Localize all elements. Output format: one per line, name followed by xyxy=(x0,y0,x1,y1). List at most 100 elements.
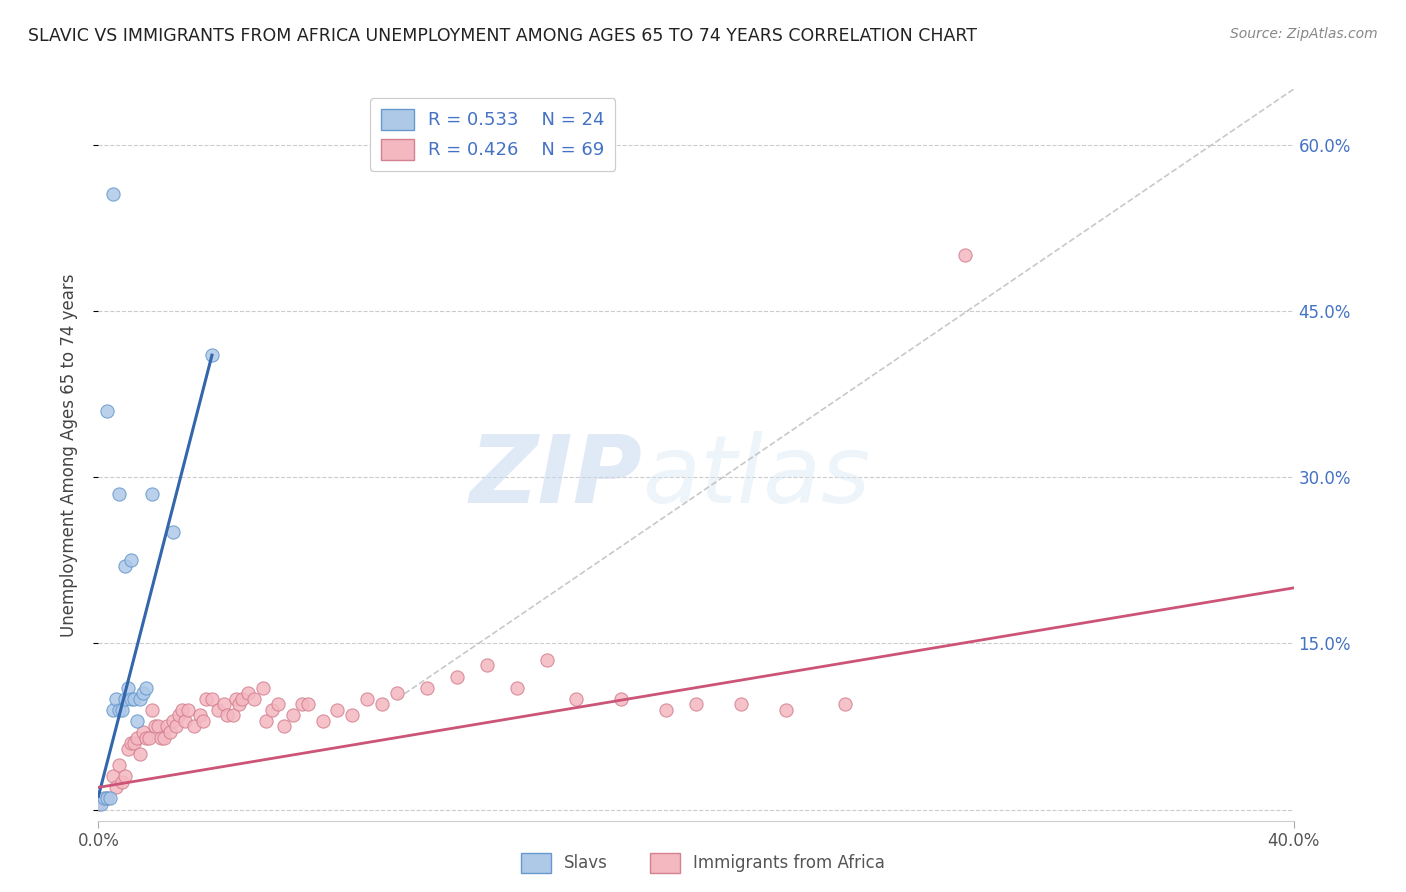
Point xyxy=(111,775,134,789)
Point xyxy=(183,719,205,733)
Point xyxy=(114,769,136,783)
Point xyxy=(96,791,118,805)
Point xyxy=(132,686,155,700)
Point xyxy=(212,698,235,712)
Point xyxy=(120,736,142,750)
Point xyxy=(159,725,181,739)
Point xyxy=(120,553,142,567)
Point xyxy=(108,758,131,772)
Point xyxy=(177,703,200,717)
Point xyxy=(236,686,259,700)
Point xyxy=(143,719,166,733)
Point xyxy=(610,691,633,706)
Point xyxy=(135,731,157,745)
Point xyxy=(222,708,245,723)
Legend: Slavs, Immigrants from Africa: Slavs, Immigrants from Africa xyxy=(515,847,891,880)
Point xyxy=(475,658,498,673)
Point xyxy=(201,348,224,362)
Point xyxy=(297,698,319,712)
Point xyxy=(141,486,163,500)
Point xyxy=(267,698,290,712)
Point xyxy=(96,403,118,417)
Point xyxy=(201,691,224,706)
Point xyxy=(281,708,304,723)
Point xyxy=(834,698,856,712)
Point xyxy=(108,703,131,717)
Point xyxy=(87,797,110,811)
Point xyxy=(231,691,253,706)
Point xyxy=(127,731,149,745)
Point xyxy=(174,714,197,728)
Point xyxy=(117,681,139,695)
Point xyxy=(129,747,152,761)
Point xyxy=(141,703,163,717)
Point xyxy=(103,769,125,783)
Legend: R = 0.533    N = 24, R = 0.426    N = 69: R = 0.533 N = 24, R = 0.426 N = 69 xyxy=(370,98,616,170)
Point xyxy=(536,653,558,667)
Point xyxy=(129,691,152,706)
Point xyxy=(291,698,314,712)
Point xyxy=(243,691,266,706)
Point xyxy=(342,708,364,723)
Point xyxy=(127,714,149,728)
Point xyxy=(162,525,184,540)
Point xyxy=(446,669,468,683)
Point xyxy=(114,558,136,573)
Point xyxy=(90,797,112,811)
Point xyxy=(103,703,125,717)
Point xyxy=(167,708,190,723)
Point xyxy=(273,719,295,733)
Point xyxy=(730,698,752,712)
Point xyxy=(565,691,588,706)
Point xyxy=(225,691,247,706)
Text: SLAVIC VS IMMIGRANTS FROM AFRICA UNEMPLOYMENT AMONG AGES 65 TO 74 YEARS CORRELAT: SLAVIC VS IMMIGRANTS FROM AFRICA UNEMPLO… xyxy=(28,27,977,45)
Point xyxy=(153,731,176,745)
Point xyxy=(655,703,678,717)
Point xyxy=(385,686,409,700)
Point xyxy=(105,780,128,795)
Text: Source: ZipAtlas.com: Source: ZipAtlas.com xyxy=(1230,27,1378,41)
Point xyxy=(207,703,229,717)
Point xyxy=(188,708,211,723)
Point xyxy=(105,691,128,706)
Point xyxy=(117,741,139,756)
Point xyxy=(132,725,155,739)
Point xyxy=(124,691,146,706)
Point xyxy=(953,248,976,262)
Point xyxy=(506,681,529,695)
Point xyxy=(114,691,136,706)
Point xyxy=(100,791,122,805)
Point xyxy=(120,691,142,706)
Point xyxy=(172,703,194,717)
Text: atlas: atlas xyxy=(643,432,870,523)
Point xyxy=(311,714,333,728)
Point xyxy=(138,731,160,745)
Point xyxy=(96,791,118,805)
Point xyxy=(356,691,378,706)
Point xyxy=(326,703,349,717)
Y-axis label: Unemployment Among Ages 65 to 74 years: Unemployment Among Ages 65 to 74 years xyxy=(59,273,77,637)
Point xyxy=(254,714,277,728)
Point xyxy=(162,714,184,728)
Point xyxy=(252,681,274,695)
Point xyxy=(93,791,115,805)
Point xyxy=(165,719,187,733)
Point xyxy=(775,703,797,717)
Point xyxy=(191,714,214,728)
Point xyxy=(215,708,238,723)
Point xyxy=(124,736,146,750)
Point xyxy=(685,698,707,712)
Point xyxy=(108,486,131,500)
Text: ZIP: ZIP xyxy=(470,431,643,523)
Point xyxy=(156,719,179,733)
Point xyxy=(111,703,134,717)
Point xyxy=(416,681,439,695)
Point xyxy=(195,691,218,706)
Point xyxy=(135,681,157,695)
Point xyxy=(371,698,394,712)
Point xyxy=(103,187,125,202)
Point xyxy=(148,719,170,733)
Point xyxy=(228,698,250,712)
Point xyxy=(150,731,173,745)
Point xyxy=(260,703,283,717)
